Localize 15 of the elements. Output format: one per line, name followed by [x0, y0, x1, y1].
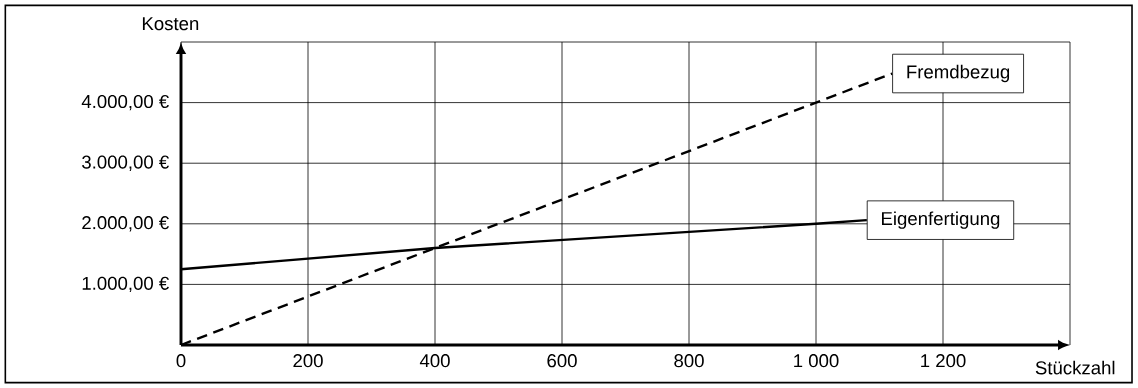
x-tick-label: 600	[547, 354, 577, 368]
x-tick-label: 1 000	[794, 354, 839, 368]
x-tick-label: 0	[176, 354, 186, 368]
y-tick-label: 4.000,00 €	[81, 94, 169, 111]
y-tick-label: 1.000,00 €	[82, 276, 169, 293]
y-tick-label: 2.000,00 €	[82, 216, 169, 232]
x-tick-label: 200	[293, 354, 323, 368]
x-axis-title: Stückzahl	[1035, 360, 1115, 375]
x-tick-label: 800	[674, 354, 704, 368]
x-tick-label: 1 200	[921, 354, 966, 368]
series-label: Eigenfertigung	[882, 211, 1000, 229]
series-label: Fremdbezug	[907, 64, 1010, 83]
y-axis-title: Kosten	[142, 17, 199, 31]
x-tick-label: 400	[419, 354, 450, 368]
y-tick-label: 3.000,00 €	[82, 155, 169, 171]
